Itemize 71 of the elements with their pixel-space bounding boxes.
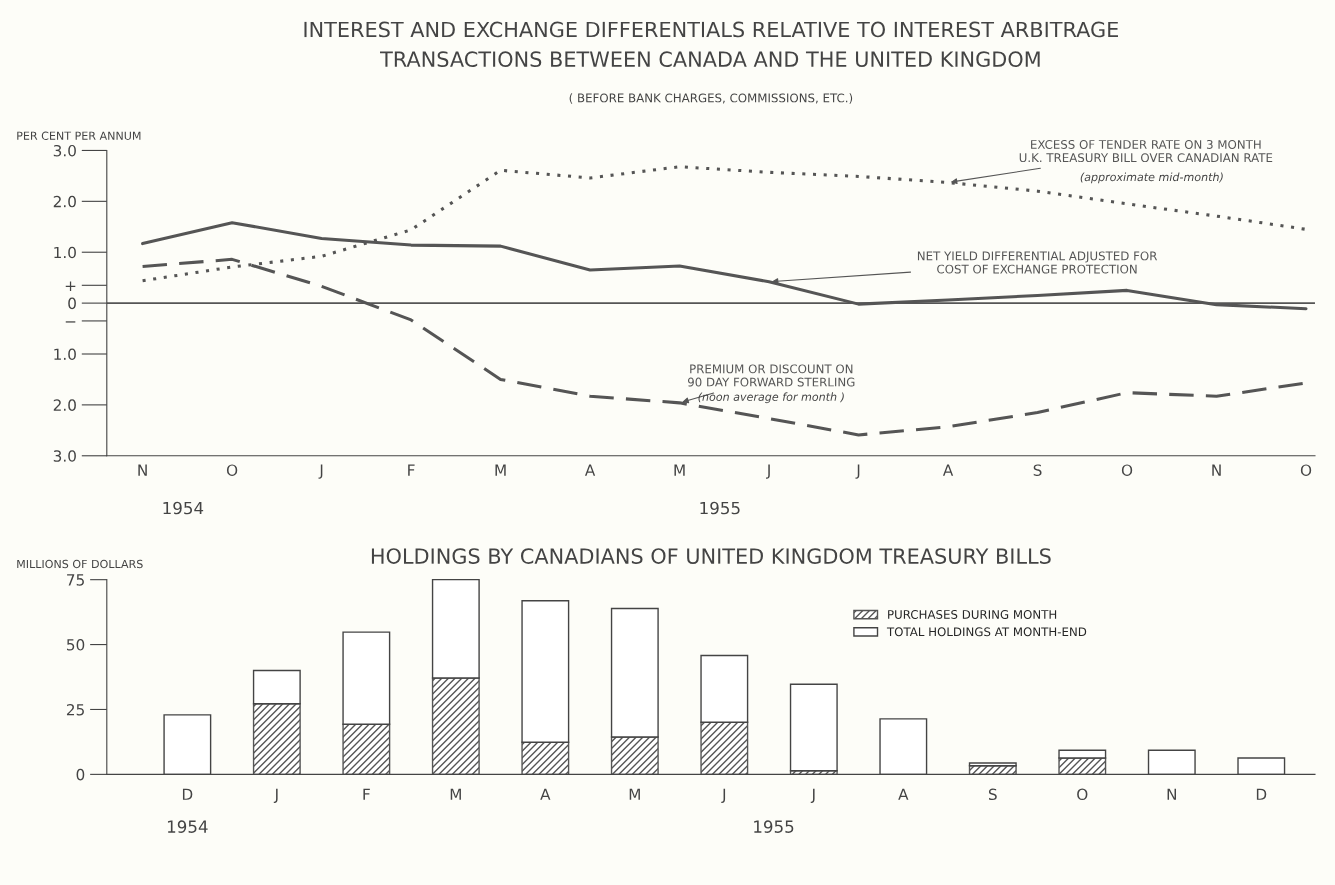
y-tick-label: 2.0 bbox=[53, 195, 76, 208]
text: 1955 bbox=[700, 501, 740, 515]
x-tick-label: O bbox=[1077, 788, 1088, 801]
x-tick-label: M bbox=[450, 788, 461, 800]
x-tick-label: F bbox=[408, 464, 415, 476]
y-tick-label: 50 bbox=[67, 639, 85, 651]
series-label: NET YIELD DIFFERENTIAL ADJUSTED FOR COST OF EXCHANGE PROTECTION bbox=[917, 251, 1158, 274]
x-tick-label: A bbox=[584, 464, 596, 476]
y-tick-label: 1.0 bbox=[54, 246, 76, 259]
x-tick-label: F bbox=[363, 788, 370, 800]
x-tick-label: J bbox=[855, 464, 860, 479]
x-tick-label: D bbox=[182, 788, 193, 800]
y-tick-label: + bbox=[65, 281, 76, 292]
x-tick-label: J bbox=[721, 788, 726, 803]
y-tick-label: 3.0 bbox=[53, 144, 76, 157]
y-tick-label: − bbox=[65, 321, 76, 323]
bar bbox=[700, 654, 749, 723]
bar bbox=[789, 683, 838, 772]
x-tick-label: N bbox=[1212, 464, 1221, 476]
x-tick-label: J bbox=[810, 788, 815, 803]
y-axis-title: PER CENT PER ANNUM bbox=[17, 131, 141, 140]
x-tick-label: J bbox=[318, 464, 323, 479]
x-tick-label: S bbox=[1033, 464, 1042, 476]
y-tick-label: 75 bbox=[67, 574, 84, 586]
chart-title: HOLDINGS BY CANADIANS OF UNITED KINGDOM TREASURY BILLS bbox=[371, 548, 1051, 564]
text: EXCESS OF TENDER RATE ON 3 MONTH U.K. TREASURY BILL OVER CANADIAN RATE bbox=[1019, 139, 1273, 163]
x-tick-label: M bbox=[674, 464, 685, 476]
y-tick-label: 0 bbox=[68, 297, 76, 310]
y-tick-label: 3.0 bbox=[53, 450, 76, 462]
bar bbox=[431, 677, 480, 776]
bar bbox=[342, 631, 391, 725]
bar bbox=[521, 600, 570, 743]
x-tick-label: J bbox=[766, 464, 770, 479]
x-tick-label: A bbox=[942, 464, 954, 476]
x-tick-label: A bbox=[540, 788, 551, 800]
y-tick-label: 1.0 bbox=[54, 348, 76, 361]
bar bbox=[431, 578, 480, 679]
x-tick-label: D bbox=[1256, 788, 1267, 800]
x-tick-label: M bbox=[495, 464, 506, 476]
chart-title: INTEREST AND EXCHANGE DIFFERENTIALS RELATIVE TO INTEREST ARBITRAGE TRANSACTIONS BETWEEN CANADA AND THE UNITED KINGDOM bbox=[304, 21, 1118, 68]
bar bbox=[610, 736, 659, 776]
x-tick-label: O bbox=[226, 464, 238, 476]
chart-subtitle: ( BEFORE BANK CHARGES, COMMISSIONS, ETC.) bbox=[569, 93, 853, 104]
bar bbox=[968, 762, 1017, 767]
bar bbox=[700, 721, 749, 776]
y-axis-title: MILLIONS OF DOLLARS bbox=[17, 559, 143, 569]
bar bbox=[1058, 749, 1107, 759]
series-label: PREMIUM OR DISCOUNT ON 90 DAY FORWARD STERLING bbox=[687, 364, 855, 387]
text: 1954 bbox=[167, 820, 208, 833]
text: 1955 bbox=[754, 820, 794, 833]
bar bbox=[342, 723, 391, 776]
x-tick-label: N bbox=[1167, 788, 1176, 800]
x-tick-label: N bbox=[138, 464, 147, 476]
x-tick-label: S bbox=[988, 788, 997, 801]
bar bbox=[252, 703, 301, 776]
y-tick-label: 2.0 bbox=[53, 399, 76, 411]
text: 1954 bbox=[163, 501, 204, 515]
annotation: (noon average for month ) bbox=[698, 392, 844, 404]
x-tick-label: O bbox=[1300, 464, 1312, 476]
x-tick-label: M bbox=[629, 788, 640, 800]
x-tick-label: O bbox=[1121, 464, 1133, 476]
annotation: (approximate mid-month) bbox=[1080, 172, 1223, 184]
y-tick-label: 0 bbox=[76, 768, 85, 781]
bar bbox=[521, 741, 570, 776]
bar bbox=[252, 669, 301, 705]
legend-label: TOTAL HOLDINGS AT MONTH-END bbox=[886, 627, 1087, 637]
x-tick-label: A bbox=[898, 788, 909, 800]
x-tick-label: J bbox=[273, 788, 278, 803]
y-tick-label: 25 bbox=[66, 703, 84, 716]
legend-label: PURCHASES DURING MONTH bbox=[888, 609, 1057, 619]
bar bbox=[610, 607, 659, 738]
